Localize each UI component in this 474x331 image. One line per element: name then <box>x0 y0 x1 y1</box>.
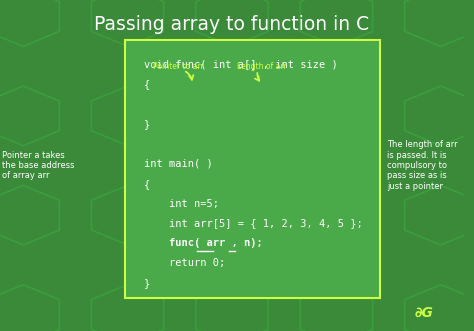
Text: ∂G: ∂G <box>415 306 434 320</box>
FancyBboxPatch shape <box>125 40 381 298</box>
Text: {: { <box>144 179 150 189</box>
Text: {: { <box>144 79 150 89</box>
Text: The length of arr
is passed. It is
compulsory to
pass size as is
just a pointer: The length of arr is passed. It is compu… <box>387 140 458 191</box>
Text: return 0;: return 0; <box>144 258 225 268</box>
Text: Length of arr: Length of arr <box>237 62 287 71</box>
Text: }: } <box>144 278 150 288</box>
Text: int main( ): int main( ) <box>144 159 212 169</box>
Text: Pointer a takes
the base address
of array arr: Pointer a takes the base address of arra… <box>2 151 75 180</box>
Text: func( arr , n);: func( arr , n); <box>144 238 263 248</box>
Text: Pointer to arr: Pointer to arr <box>153 62 204 71</box>
Text: }: } <box>144 119 150 129</box>
Text: void func( int a[] , int size ): void func( int a[] , int size ) <box>144 60 337 70</box>
Text: Passing array to function in C: Passing array to function in C <box>94 15 370 34</box>
Text: int n=5;: int n=5; <box>144 199 219 209</box>
Text: int arr[5] = { 1, 2, 3, 4, 5 };: int arr[5] = { 1, 2, 3, 4, 5 }; <box>144 218 363 228</box>
